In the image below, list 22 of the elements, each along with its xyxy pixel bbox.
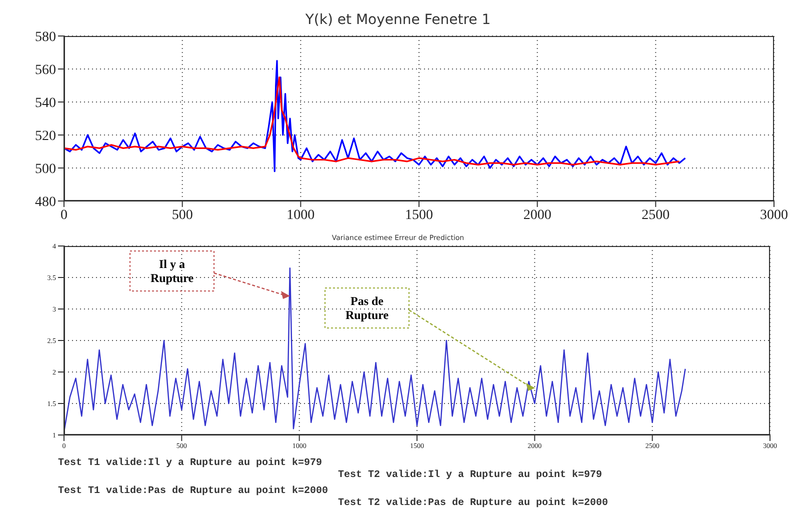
- y-tick-label: 540: [35, 96, 56, 111]
- annotation: Il y a Rupture: [150, 257, 194, 285]
- text: Test T1 valide:Pas de Rupture au point k=2000: [57, 486, 330, 498]
- x-tick-label: 2000: [523, 208, 552, 223]
- line-series: [64, 76, 680, 166]
- y-tick-label: 560: [35, 62, 56, 78]
- text: Test T1 valide:Il y a Rupture au point k=979: [57, 458, 324, 470]
- y-tick-label: 500: [35, 162, 56, 177]
- y-tick-label: 520: [35, 128, 56, 144]
- x-tick-label: 2500: [642, 208, 670, 223]
- x-tick-label: 3000: [760, 208, 788, 223]
- y-tick-label: 480: [35, 194, 56, 210]
- x-tick-label: 1500: [405, 208, 433, 223]
- text: Test T2 valide:Il y a Rupture au point k=979: [337, 470, 604, 482]
- x-tick-label: 1000: [286, 208, 315, 223]
- line-series: [64, 60, 686, 172]
- annotation: Pas de Rupture: [345, 294, 390, 322]
- y-tick-label: 580: [35, 30, 56, 45]
- text: Test T2 valide:Pas de Rupture au point k=2000: [337, 498, 610, 510]
- x-tick-label: 0: [60, 208, 68, 223]
- x-tick-label: 500: [172, 208, 193, 223]
- chart-title: Y(k) et Moyenne Fenetre 1: [304, 12, 492, 28]
